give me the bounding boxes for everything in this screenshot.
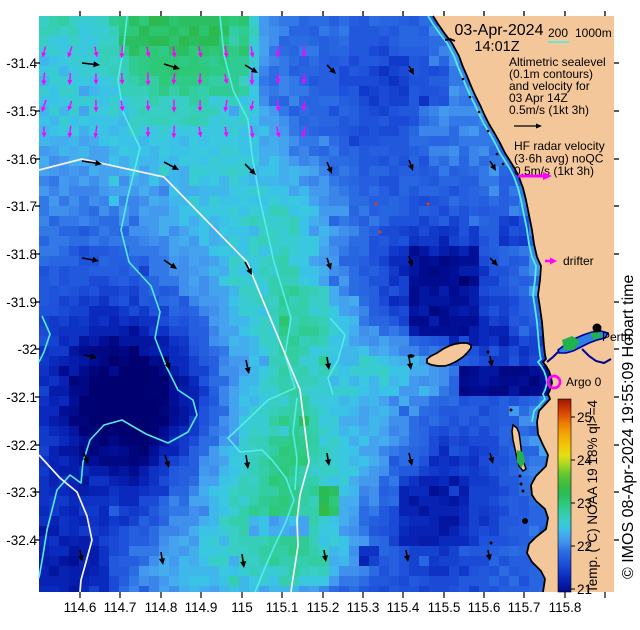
svg-text:22: 22: [577, 539, 592, 554]
svg-text:200: 200: [548, 26, 568, 40]
svg-text:114.6: 114.6: [64, 600, 97, 615]
svg-text:-32.4: -32.4: [6, 533, 37, 548]
svg-text:114.7: 114.7: [104, 600, 137, 615]
svg-text:© IMOS 08-Apr-2024 19:55:09 Ho: © IMOS 08-Apr-2024 19:55:09 Hobart time: [620, 275, 637, 579]
svg-text:HF radar velocity: HF radar velocity: [514, 139, 605, 153]
svg-text:-32: -32: [17, 342, 37, 357]
svg-text:Temp. (°C) NOAA 19 18% ql>=4: Temp. (°C) NOAA 19 18% ql>=4: [585, 400, 600, 593]
svg-text:115.5: 115.5: [428, 600, 461, 615]
svg-text:(0.1m contours): (0.1m contours): [509, 67, 593, 81]
svg-text:-32.1: -32.1: [6, 390, 37, 405]
svg-text:1000m: 1000m: [575, 26, 612, 40]
svg-text:23: 23: [577, 496, 592, 511]
svg-text:-31.6: -31.6: [6, 152, 37, 167]
svg-text:Perth: Perth: [602, 330, 631, 344]
svg-text:14:01Z: 14:01Z: [474, 39, 519, 55]
svg-text:115.4: 115.4: [387, 600, 420, 615]
svg-text:Altimetric sealevel: Altimetric sealevel: [509, 55, 606, 69]
svg-text:-31.4: -31.4: [6, 56, 37, 71]
svg-text:-32.2: -32.2: [6, 438, 37, 453]
svg-text:-31.8: -31.8: [6, 247, 37, 262]
svg-text:03-Apr-2024: 03-Apr-2024: [455, 22, 544, 39]
svg-text:114.9: 114.9: [185, 600, 218, 615]
svg-text:drifter: drifter: [563, 254, 594, 268]
svg-text:115.8: 115.8: [549, 600, 582, 615]
svg-text:Argo 0: Argo 0: [566, 375, 602, 389]
svg-text:03 Apr 14Z: 03 Apr 14Z: [509, 91, 568, 105]
svg-text:115.1: 115.1: [266, 600, 299, 615]
svg-text:0.5m/s (1kt 3h): 0.5m/s (1kt 3h): [509, 103, 589, 117]
svg-text:-32.3: -32.3: [6, 485, 37, 500]
svg-text:-31.9: -31.9: [6, 295, 37, 310]
svg-text:-31.7: -31.7: [6, 199, 37, 214]
svg-text:21: 21: [577, 582, 592, 597]
svg-text:114.8: 114.8: [145, 600, 178, 615]
svg-text:115: 115: [231, 600, 253, 615]
svg-text:115.2: 115.2: [307, 600, 340, 615]
svg-text:25: 25: [577, 410, 592, 425]
svg-text:-31.5: -31.5: [6, 104, 37, 119]
svg-text:(3·6h avg) noQC: (3·6h avg) noQC: [514, 152, 604, 166]
svg-text:24: 24: [577, 453, 593, 468]
svg-text:115.6: 115.6: [468, 600, 501, 615]
svg-text:and velocity for: and velocity for: [509, 79, 590, 93]
svg-text:115.3: 115.3: [347, 600, 380, 615]
svg-text:115.7: 115.7: [508, 600, 541, 615]
